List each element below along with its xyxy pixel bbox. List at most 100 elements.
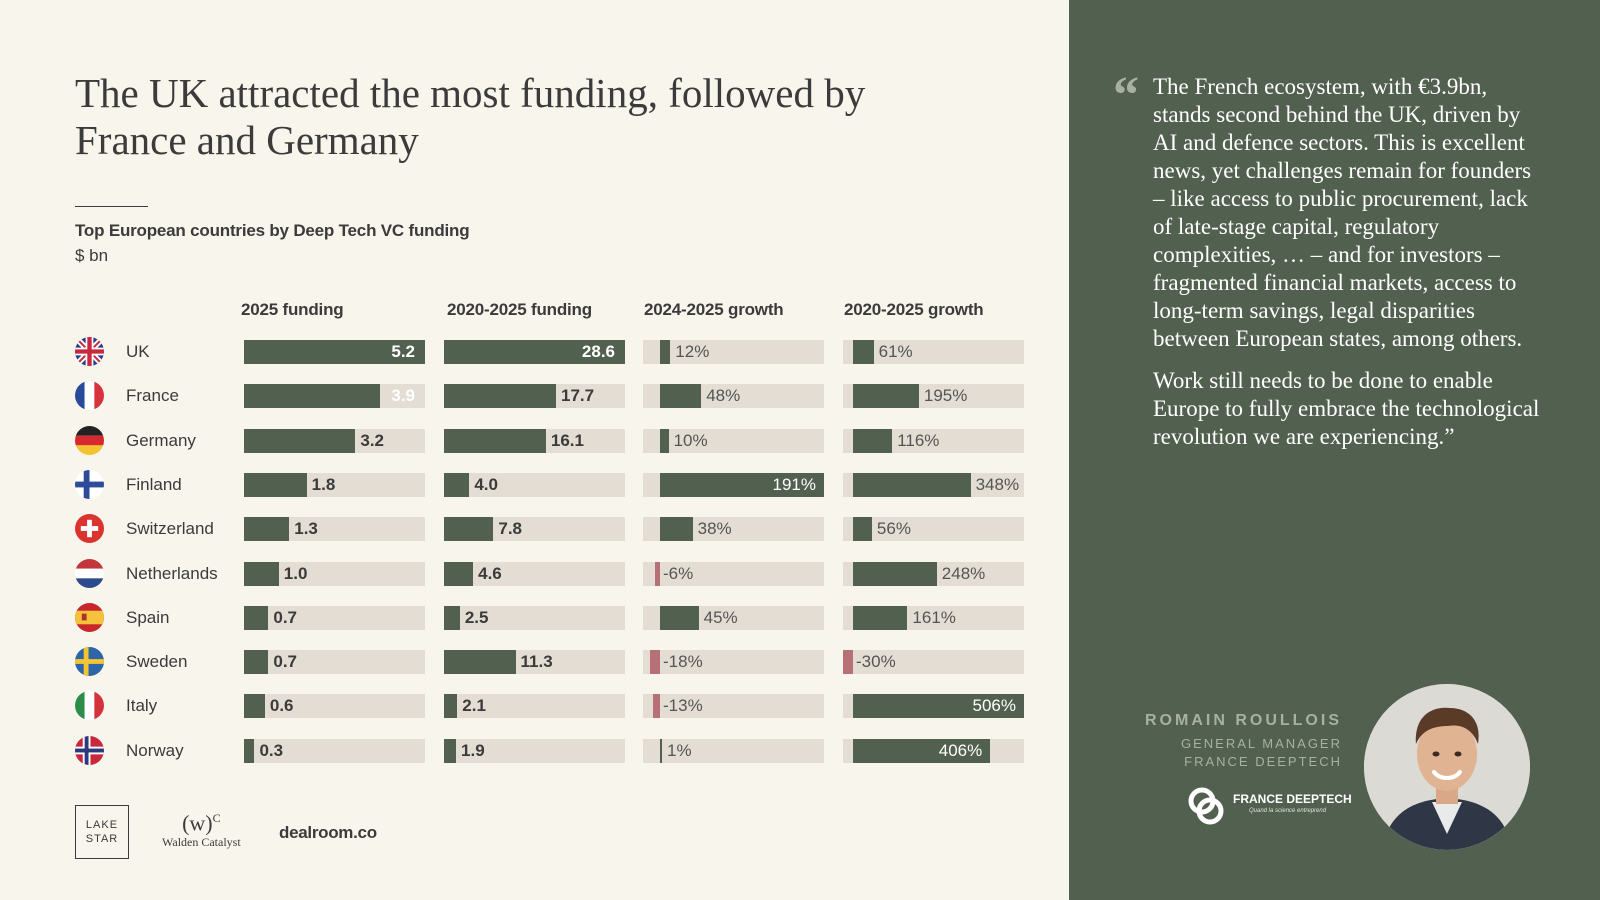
data-label-2024-2025-growth-germany: 10% [673, 430, 708, 450]
data-label-2024-2025-growth-uk: 12% [675, 342, 710, 361]
title-divider [75, 206, 148, 207]
bar-2024-2025-growth-italy [652, 694, 660, 719]
bar-2020-2025-growth-finland [853, 472, 971, 497]
column-header-2020-2025-growth: 2020-2025 growth [844, 300, 984, 319]
bar-2020-2025-growth-norway [853, 738, 991, 763]
walden-name: Walden Catalyst [162, 835, 241, 850]
bar-2024-2025-growth-sweden [649, 650, 660, 675]
country-label-finland: Finland [126, 474, 182, 494]
data-label-2024-2025-growth-switzerland: 38% [697, 519, 732, 539]
bar-2020-2025-growth-netherlands [853, 561, 937, 586]
data-label-2025-funding-netherlands: 1.0 [283, 563, 308, 583]
bar-2025-funding-france [244, 384, 380, 409]
bar-track-switzerland-2: 38% [643, 517, 824, 542]
data-label-2025-funding-italy: 0.6 [269, 696, 294, 716]
netherlands-flag-icon [75, 558, 104, 588]
sweden-flag-icon [75, 647, 104, 677]
country-label-italy: Italy [126, 696, 158, 716]
person-name: ROMAIN ROULLOIS [1145, 712, 1342, 729]
person-role-line1: GENERAL MANAGER [1181, 736, 1342, 751]
data-label-2025-funding-finland: 1.8 [311, 474, 336, 494]
data-label-2020-2025-growth-sweden: -30% [856, 652, 896, 672]
bar-2025-funding-sweden [244, 650, 269, 675]
bar-track-france-1: 17.7 [444, 384, 625, 409]
bar-track-germany-3: 116% [843, 428, 1024, 453]
country-label-norway: Norway [126, 740, 184, 760]
data-label-2024-2025-growth-norway: 1% [667, 740, 692, 760]
bar-2020-2025-funding-france [444, 384, 557, 409]
bar-2025-funding-netherlands [244, 561, 279, 586]
bar-track-spain-0: 0.7 [244, 605, 425, 630]
data-label-2020-2025-funding-uk: 28.6 [581, 342, 615, 361]
data-label-2024-2025-growth-spain: 45% [703, 607, 738, 627]
bar-track-uk-0: 5.2 [244, 340, 425, 364]
bar-track-italy-2: -13% [643, 694, 824, 719]
country-label-spain: Spain [126, 607, 170, 627]
bar-track-finland-0: 1.8 [244, 472, 425, 497]
column-header-2025-funding: 2025 funding [241, 300, 344, 319]
quote-text: The French ecosystem, with €3.9bn, stand… [1153, 73, 1548, 465]
data-label-2025-funding-switzerland: 1.3 [294, 519, 318, 539]
uk-flag-icon [75, 337, 104, 366]
data-label-2020-2025-growth-uk: 61% [878, 342, 913, 361]
country-label-sweden: Sweden [126, 652, 188, 672]
france-deeptech-knot-icon [1188, 787, 1224, 825]
dealroom-logo: dealroom.co [279, 823, 377, 842]
data-label-2025-funding-sweden: 0.7 [273, 652, 297, 672]
data-label-2020-2025-funding-netherlands: 4.6 [478, 563, 502, 583]
bar-track-france-2: 48% [643, 384, 824, 409]
bar-track-sweden-3: -30% [843, 650, 1024, 675]
data-label-2020-2025-growth-france: 195% [923, 386, 968, 406]
bar-track-switzerland-1: 7.8 [444, 517, 625, 542]
bar-track-sweden-2: -18% [643, 650, 824, 675]
data-label-2020-2025-funding-switzerland: 7.8 [498, 519, 522, 539]
bar-2020-2025-growth-spain [853, 605, 908, 630]
person-role: GENERAL MANAGER FRANCE DEEPTECH [1181, 735, 1342, 771]
norway-flag-icon [75, 735, 104, 765]
bar-track-switzerland-3: 56% [843, 517, 1024, 542]
bar-track-france-0: 3.9 [244, 384, 425, 409]
bar-2025-funding-spain [244, 605, 269, 630]
bar-track-netherlands-0: 1.0 [244, 561, 425, 586]
lake-star-logo: LAKE STAR [75, 805, 129, 859]
data-label-2024-2025-growth-netherlands: -6% [663, 563, 694, 583]
data-label-2020-2025-growth-germany: 116% [897, 430, 940, 450]
walden-mark: (w) [182, 810, 213, 836]
bar-2025-funding-switzerland [244, 517, 290, 542]
chart-unit: $ bn [75, 246, 109, 265]
data-label-2024-2025-growth-france: 48% [706, 386, 741, 406]
bar-2024-2025-growth-switzerland [660, 517, 693, 542]
bar-track-italy-0: 0.6 [244, 694, 425, 719]
germany-flag-icon [75, 425, 104, 455]
france-deeptech-logo: FRANCE DEEPTECH Quand la science entrepr… [1185, 784, 1352, 828]
bar-2025-funding-italy [244, 694, 265, 719]
bar-2024-2025-growth-france [660, 384, 702, 409]
data-label-2020-2025-growth-netherlands: 248% [941, 563, 986, 583]
data-label-2020-2025-growth-finland: 348% [975, 474, 1020, 494]
quote-paragraph-2: Work still needs to be done to enable Eu… [1153, 368, 1540, 449]
data-label-2020-2025-funding-italy: 2.1 [462, 696, 486, 716]
country-label-switzerland: Switzerland [126, 519, 214, 539]
bar-2020-2025-funding-sweden [444, 650, 516, 675]
bar-2020-2025-funding-switzerland [444, 517, 494, 542]
lake-star-logo-line1: LAKE [85, 819, 119, 831]
lake-star-logo-line2: STAR [85, 833, 119, 845]
quote-mark: “ [1113, 67, 1139, 124]
country-label-netherlands: Netherlands [126, 563, 218, 583]
data-label-2020-2025-funding-spain: 2.5 [464, 607, 489, 627]
chart-panel: The UK attracted the most funding, follo… [75, 70, 1024, 859]
bar-track-finland-1: 4.0 [444, 472, 625, 497]
data-label-2025-funding-uk: 5.2 [391, 342, 415, 361]
bar-track-sweden-0: 0.7 [244, 650, 425, 675]
quote-paragraph-1: The French ecosystem, with €3.9bn, stand… [1153, 74, 1532, 351]
bar-track-italy-1: 2.1 [444, 694, 625, 719]
bar-2025-funding-norway [244, 738, 255, 763]
data-label-2025-funding-france: 3.9 [391, 386, 415, 406]
bar-2025-funding-finland [244, 472, 307, 497]
italy-flag-icon [75, 691, 104, 721]
bar-track-uk-1: 28.6 [444, 340, 625, 364]
column-header-2020-2025-funding: 2020-2025 funding [447, 300, 592, 319]
bar-2020-2025-growth-france [853, 384, 919, 409]
bar-2020-2025-growth-italy [853, 694, 1024, 719]
page-title: The UK attracted the most funding, follo… [75, 70, 866, 163]
